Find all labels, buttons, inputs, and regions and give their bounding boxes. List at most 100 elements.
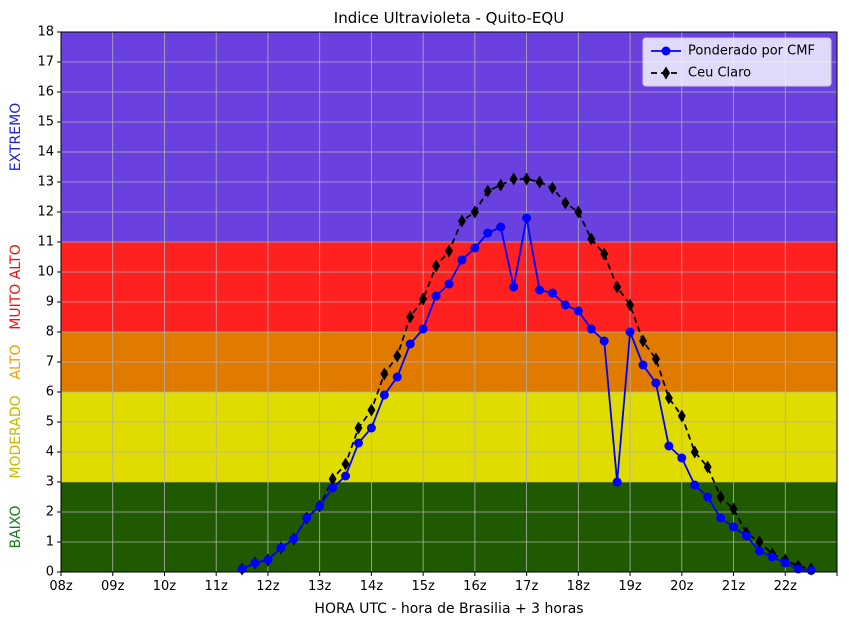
data-point xyxy=(548,181,557,195)
y-tick-label: 5 xyxy=(46,415,54,430)
uv-category-label: ALTO xyxy=(8,344,24,379)
data-point xyxy=(470,243,480,253)
data-point xyxy=(599,336,609,346)
data-point xyxy=(677,453,687,463)
data-point xyxy=(483,228,493,238)
data-point xyxy=(353,438,363,448)
data-point xyxy=(419,292,428,306)
y-tick-label: 6 xyxy=(46,385,54,400)
x-tick-label: 18z xyxy=(567,579,591,594)
data-point xyxy=(445,244,453,258)
y-tick-label: 8 xyxy=(46,325,54,340)
x-axis-ticks: 08z 09z 10z 11z 12z 13z 14z 15z 16z 17z 18z 19z 20z 2… xyxy=(49,572,838,594)
data-point xyxy=(716,513,726,523)
y-tick-label: 7 xyxy=(46,355,54,370)
uv-category-labels: BAIXO MODERADO ALTO MUITO ALTO EXTREMO xyxy=(8,103,24,549)
x-tick-label: 13z xyxy=(308,579,332,594)
data-point xyxy=(793,564,803,574)
data-point xyxy=(250,558,260,568)
data-point xyxy=(470,205,479,219)
uv-band-moderado xyxy=(61,392,837,482)
data-point xyxy=(703,492,713,502)
data-point xyxy=(392,372,402,382)
data-point xyxy=(522,172,531,186)
data-point xyxy=(366,423,376,433)
data-point xyxy=(341,471,351,481)
data-point xyxy=(535,175,544,189)
data-point xyxy=(535,285,545,295)
data-point xyxy=(754,546,764,556)
series-ponderado-por-cmf xyxy=(237,213,816,575)
data-point xyxy=(586,324,596,334)
x-axis-label: HORA UTC - hora de Brasilia + 3 horas xyxy=(314,601,583,617)
y-tick-label: 10 xyxy=(37,265,54,280)
x-tick-label: 10z xyxy=(153,579,177,594)
data-point xyxy=(393,349,402,363)
grid-lines xyxy=(60,31,838,573)
data-point xyxy=(600,247,609,261)
data-point xyxy=(626,298,635,312)
y-tick-label: 9 xyxy=(46,295,54,310)
data-point xyxy=(703,460,712,474)
data-point xyxy=(690,480,700,490)
data-point xyxy=(496,222,506,232)
x-tick-label: 20z xyxy=(670,579,694,594)
data-point xyxy=(625,327,635,337)
data-point xyxy=(379,390,389,400)
data-point xyxy=(677,409,686,423)
y-tick-label: 1 xyxy=(46,535,54,550)
x-tick-label: 14z xyxy=(360,579,384,594)
data-point xyxy=(729,522,739,532)
data-point xyxy=(664,441,674,451)
y-tick-label: 18 xyxy=(37,25,54,40)
data-point xyxy=(432,259,441,273)
uv-category-label: EXTREMO xyxy=(8,103,24,171)
x-tick-label: 16z xyxy=(463,579,487,594)
uv-category-label: MUITO ALTO xyxy=(8,244,24,330)
y-tick-label: 3 xyxy=(46,475,54,490)
y-tick-label: 16 xyxy=(37,85,54,100)
data-point xyxy=(767,552,777,562)
x-tick-label: 22z xyxy=(774,579,798,594)
data-point xyxy=(613,280,622,294)
y-tick-label: 17 xyxy=(37,55,54,70)
data-point xyxy=(354,421,363,435)
y-tick-label: 11 xyxy=(37,235,54,250)
x-tick-label: 11z xyxy=(205,579,229,594)
data-point xyxy=(457,255,467,265)
data-point xyxy=(561,196,570,210)
legend-marker xyxy=(661,46,671,56)
data-point xyxy=(406,310,415,324)
data-point xyxy=(289,534,299,544)
legend: Ponderado por CMF Ceu Claro xyxy=(642,37,832,87)
x-tick-label: 17z xyxy=(515,579,539,594)
data-point xyxy=(367,403,376,417)
legend-marker xyxy=(662,66,670,80)
uv-category-label: MODERADO xyxy=(8,395,24,478)
data-point xyxy=(612,477,622,487)
data-point xyxy=(690,445,699,459)
data-point xyxy=(444,279,454,289)
data-point xyxy=(741,531,751,541)
uv-category-label: BAIXO xyxy=(8,505,24,548)
y-tick-label: 15 xyxy=(37,115,54,130)
data-point xyxy=(237,564,247,574)
data-point xyxy=(755,535,764,549)
y-tick-label: 0 xyxy=(46,565,54,580)
y-tick-label: 4 xyxy=(46,445,54,460)
data-point xyxy=(457,214,466,228)
legend-label: Ponderado por CMF xyxy=(688,44,815,59)
x-tick-label: 21z xyxy=(722,579,746,594)
y-tick-label: 13 xyxy=(37,175,54,190)
x-tick-label: 12z xyxy=(256,579,280,594)
data-point xyxy=(509,172,518,186)
data-point xyxy=(806,566,816,575)
data-point xyxy=(341,457,350,471)
data-point xyxy=(302,513,312,523)
x-tick-label: 19z xyxy=(618,579,642,594)
chart-title: Indice Ultravioleta - Quito-EQU xyxy=(334,9,564,27)
data-point xyxy=(651,352,660,366)
data-point xyxy=(263,555,273,565)
